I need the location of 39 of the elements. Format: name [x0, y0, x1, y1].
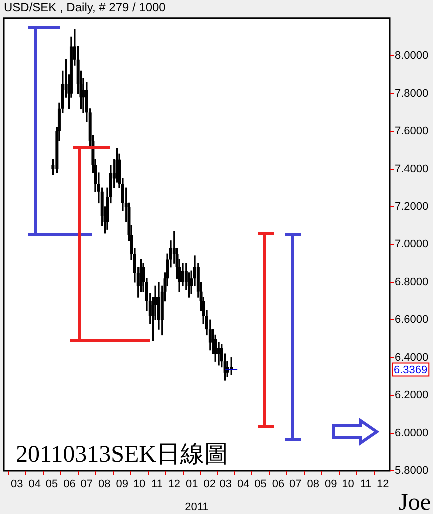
y-tick-label: 6.2000 [395, 390, 429, 402]
x-tick-label: 06 [272, 478, 285, 491]
x-tick-label: 04 [237, 478, 250, 491]
text: Joe [399, 490, 431, 514]
x-tick-label: 12 [168, 478, 181, 491]
x-tick-label: 07 [290, 478, 302, 491]
y-tick-label: 7.2000 [395, 201, 429, 214]
x-tick-label: 09 [324, 478, 338, 491]
x-tick-label: 10 [133, 478, 146, 491]
x-tick-label: 11 [152, 478, 163, 491]
x-tick-label: 04 [28, 478, 42, 491]
annotation: 6.3369 [394, 364, 428, 376]
x-tick-label: 05 [254, 478, 267, 491]
y-tick-label: 7.4000 [395, 163, 429, 176]
x-tick-label: 03 [11, 478, 24, 491]
x-tick-label: 12 [377, 478, 390, 491]
y-tick-label: 5.8000 [395, 465, 429, 478]
x-tick-label: 02 [204, 478, 216, 491]
y-tick-label: 8.0000 [395, 50, 429, 62]
x-tick-label: 03 [220, 478, 232, 491]
x-tick-label: 10 [342, 478, 354, 491]
y-tick-label: 6.4000 [395, 352, 429, 364]
x-tick-label: 05 [46, 478, 58, 491]
x-tick-label: 06 [64, 478, 76, 491]
y-tick-label: 7.6000 [395, 126, 429, 138]
x-tick-label: 01 [186, 478, 198, 491]
y-tick-label: 7.8000 [395, 88, 429, 100]
chart-title: USD/SEK , Daily, # 279 / 1000 [4, 0, 166, 15]
y-tick-label: 6.8000 [395, 276, 429, 288]
y-tick-label: 6.6000 [395, 314, 429, 326]
x-tick-label: 07 [80, 478, 94, 491]
annotation: 20110313SEK日線圖 [16, 442, 228, 468]
x-tick-label: 08 [307, 478, 320, 491]
x-axis-title: 2011 [185, 501, 209, 514]
x-tick-label: 08 [98, 478, 111, 491]
y-tick-label: 7.0000 [395, 238, 429, 251]
x-tick-label: 11 [360, 478, 372, 491]
x-tick-label: 09 [116, 478, 128, 491]
y-tick-label: 6.0000 [395, 427, 429, 440]
